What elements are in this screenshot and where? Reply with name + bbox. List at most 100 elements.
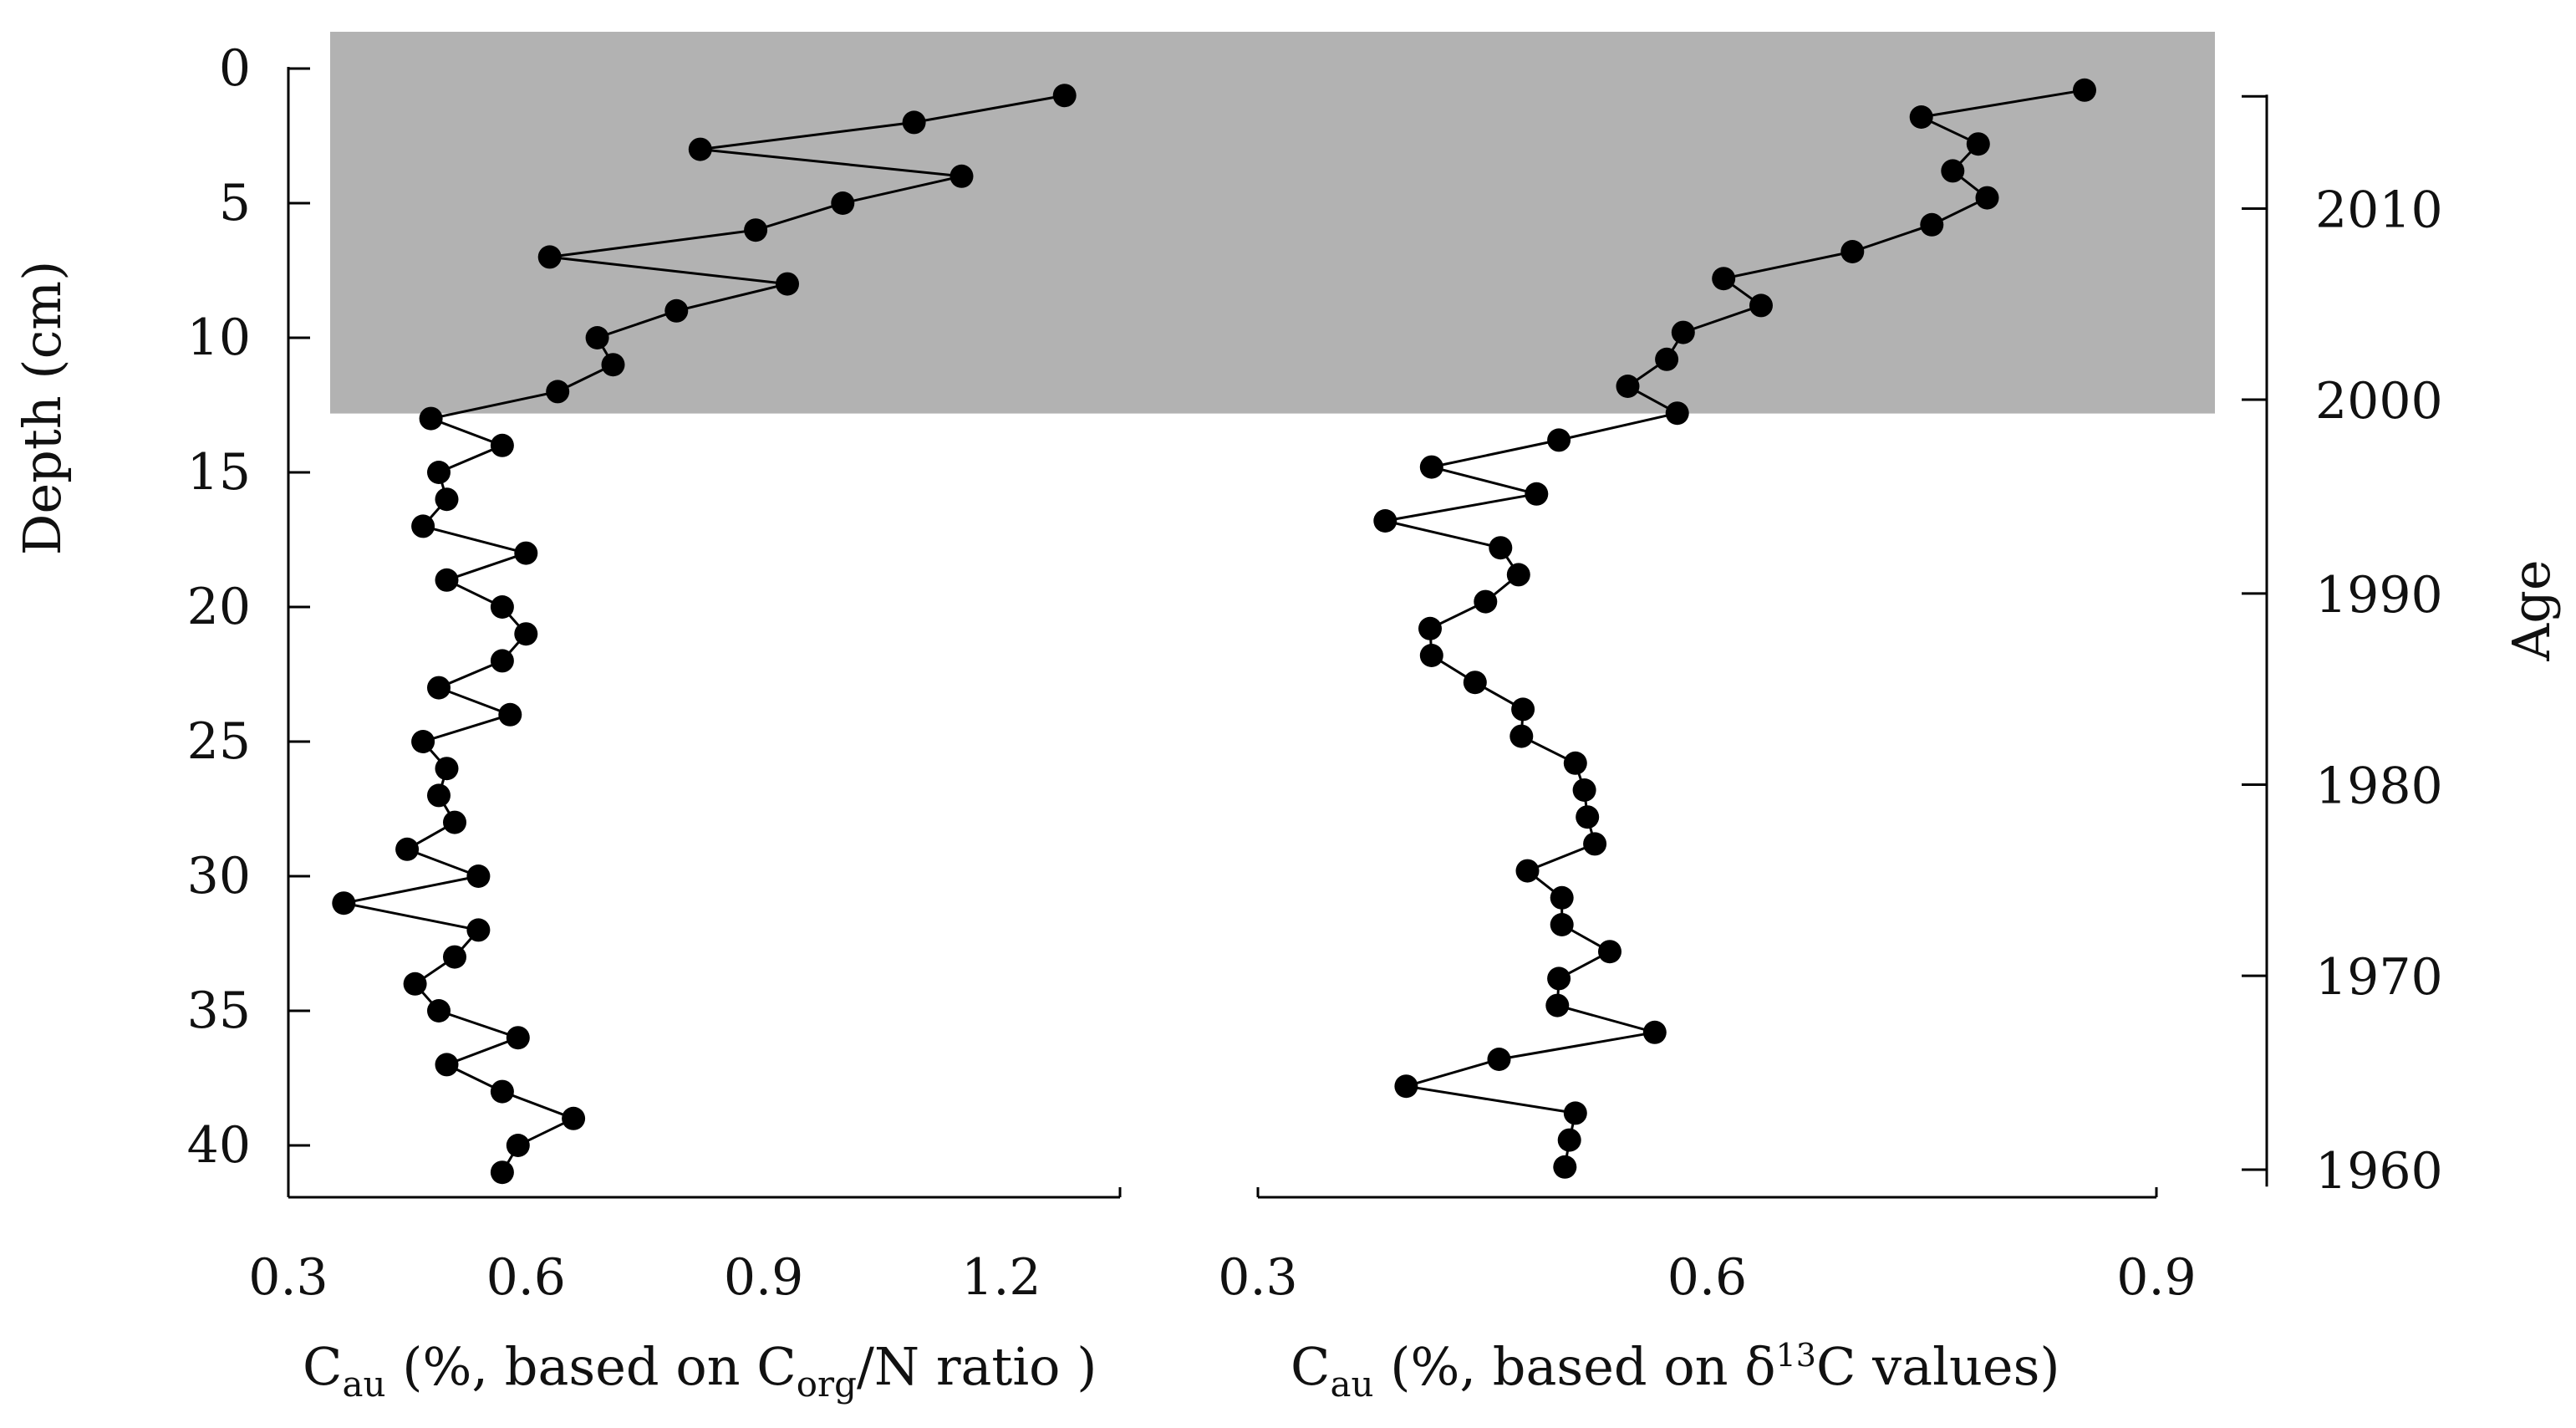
depth-tick-label: 10 <box>187 309 251 367</box>
age-tick-label: 2010 <box>2315 181 2443 239</box>
d13c-data-point <box>1749 293 1773 318</box>
corg-n-data-point <box>419 406 443 431</box>
corg-n-data-point <box>744 218 768 242</box>
corg-n-data-point <box>688 137 712 161</box>
corg-n-data-point <box>601 353 625 377</box>
corg-n-data-point <box>506 1134 530 1157</box>
corg-n-data-point <box>411 730 435 753</box>
d13c-data-point <box>1474 589 1498 614</box>
d13c-data-point <box>1665 401 1689 426</box>
d13c-data-point <box>1840 240 1865 263</box>
d13c-data-point <box>1506 563 1530 587</box>
age-tick-label: 1960 <box>2315 1142 2443 1201</box>
corg-n-data-point <box>466 864 491 888</box>
d13c-data-point <box>1550 913 1574 936</box>
d13c-data-point <box>1655 347 1679 371</box>
d13c-data-point <box>1966 132 1990 156</box>
corg-n-data-point <box>506 1026 530 1050</box>
corg-n-x-tick-label: 1.2 <box>961 1248 1041 1307</box>
corg-n-x-tick-label: 0.3 <box>248 1248 328 1307</box>
depth-tick-label: 25 <box>187 712 251 771</box>
depth-tick-label: 0 <box>219 39 251 98</box>
d13c-data-point <box>1550 885 1574 910</box>
d13c-data-point <box>1553 1155 1577 1179</box>
d13c-data-point <box>1576 805 1600 829</box>
d13c-data-point <box>1545 993 1570 1017</box>
depth-tick-label: 40 <box>187 1116 251 1175</box>
age-tick-label: 2000 <box>2315 372 2443 431</box>
d13c-data-point <box>1394 1074 1418 1099</box>
corg-n-data-point <box>443 945 466 969</box>
corg-n-data-point <box>514 541 538 565</box>
d13c-data-point <box>1511 697 1535 722</box>
depth-tick-label: 15 <box>187 443 251 502</box>
corg-n-data-point <box>395 837 420 861</box>
d13c-data-point <box>1572 778 1596 802</box>
corg-n-data-point <box>546 380 570 404</box>
d13c-data-point <box>1671 320 1695 344</box>
d13c-data-point <box>1642 1020 1667 1044</box>
d13c-data-point <box>1515 859 1540 883</box>
corg-n-data-point <box>427 461 451 484</box>
corg-n-data-point <box>949 164 974 188</box>
corg-n-data-point <box>427 783 451 808</box>
d13c-x-tick-label: 0.6 <box>1667 1248 1747 1307</box>
corg-n-data-point <box>537 245 562 269</box>
d13c-data-point <box>1418 616 1442 640</box>
d13c-data-point <box>1419 455 1443 479</box>
corg-n-data-point <box>490 1079 514 1104</box>
d13c-data-point <box>1941 159 1965 183</box>
corg-n-data-point <box>562 1106 586 1130</box>
corg-n-data-point <box>1052 84 1077 108</box>
corg-n-data-point <box>435 757 459 781</box>
corg-n-data-point <box>490 1160 514 1185</box>
age-tick-label: 1970 <box>2315 948 2443 1007</box>
depth-tick-label: 20 <box>187 578 251 636</box>
d13c-data-point <box>1463 671 1487 695</box>
corg-n-data-point <box>490 649 514 673</box>
d13c-x-tick-label: 0.3 <box>1218 1248 1297 1307</box>
d13c-data-point <box>1975 186 1999 210</box>
age-tick-label: 1990 <box>2315 566 2443 625</box>
corg-n-data-point <box>403 972 427 996</box>
corg-n-x-tick-label: 0.9 <box>724 1248 803 1307</box>
depth-axis-title: Depth (cm) <box>12 261 73 556</box>
d13c-x-tick-label: 0.9 <box>2116 1248 2196 1307</box>
corg-n-data-point <box>435 1053 459 1077</box>
corg-n-axis-title: Cau (%, based on Corg/N ratio ) <box>303 1336 1097 1405</box>
d13c-data-point <box>1557 1128 1581 1152</box>
depth-tick-label: 5 <box>219 174 251 232</box>
d13c-data-point <box>1547 428 1571 452</box>
corg-n-data-point <box>664 298 689 323</box>
shaded-recent-interval <box>330 32 2215 414</box>
corg-n-data-point <box>585 326 609 349</box>
corg-n-data-point <box>514 622 538 646</box>
d13c-data-point <box>1525 482 1549 506</box>
depth-tick-label: 35 <box>187 982 251 1040</box>
corg-n-x-tick-label: 0.6 <box>486 1248 566 1307</box>
d13c-data-point <box>1509 724 1534 748</box>
d13c-data-point <box>1489 536 1513 560</box>
corg-n-data-point <box>411 514 435 538</box>
d13c-data-point <box>1909 105 1933 129</box>
age-axis-title: Age <box>2501 559 2562 661</box>
corg-n-data-point <box>776 272 799 296</box>
d13c-data-point <box>1419 644 1443 667</box>
corg-n-data-point <box>435 568 459 592</box>
corg-n-data-point <box>490 595 514 619</box>
d13c-data-point <box>1563 1101 1587 1125</box>
d13c-data-point <box>2073 78 2096 102</box>
d13c-data-point <box>1583 832 1607 856</box>
corg-n-data-point <box>831 191 855 215</box>
d13c-data-point <box>1616 375 1640 398</box>
d13c-data-point <box>1547 966 1571 991</box>
d13c-data-point <box>1563 751 1587 775</box>
corg-n-data-point <box>498 702 522 727</box>
d13c-data-point <box>1920 212 1944 237</box>
corg-n-data-point <box>427 676 451 700</box>
depth-tick-label: 30 <box>187 847 251 905</box>
d13c-data-point <box>1712 267 1736 291</box>
d13c-axis-title: Cau (%, based on δ13C values) <box>1291 1336 2060 1405</box>
d13c-data-point <box>1598 940 1621 964</box>
